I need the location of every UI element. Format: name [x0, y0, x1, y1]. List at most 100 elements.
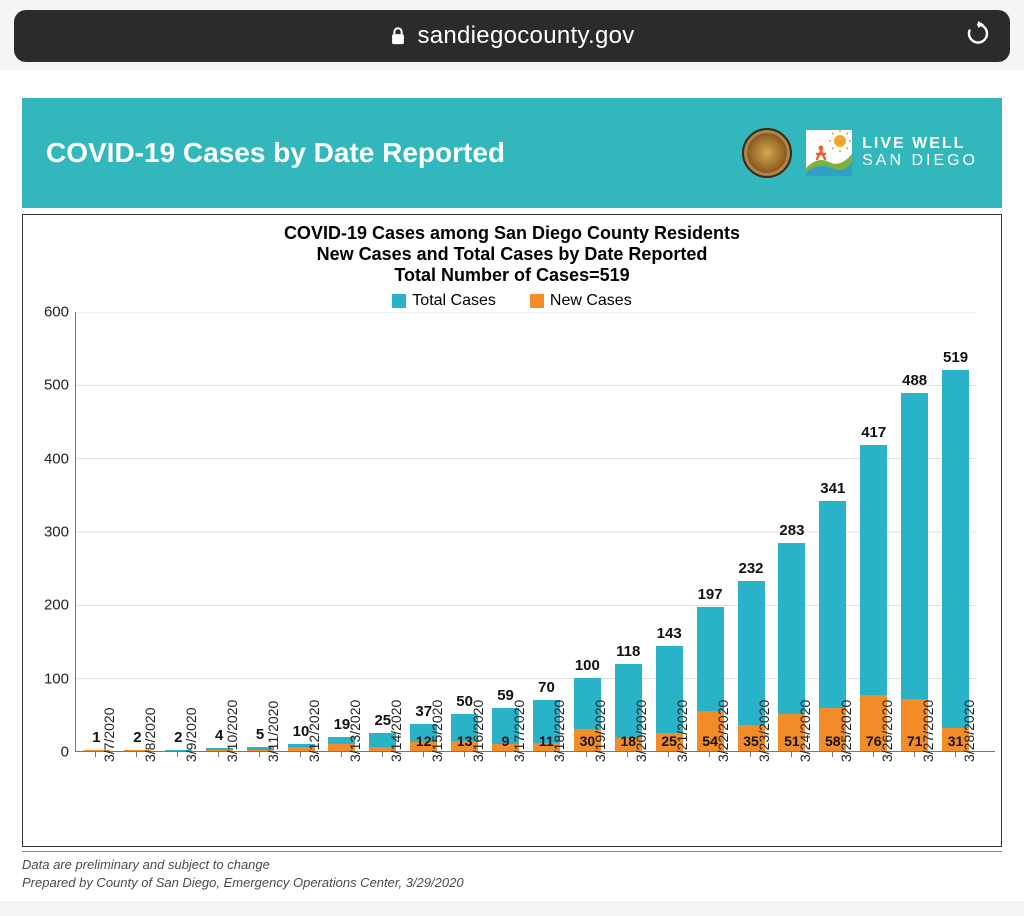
- x-tick-label: 3/21/2020: [674, 700, 690, 762]
- bar-total-label: 2: [133, 729, 141, 746]
- footnote-line2: Prepared by County of San Diego, Emergen…: [22, 874, 1002, 892]
- x-tick-label: 3/12/2020: [306, 700, 322, 762]
- bar-total: [901, 393, 928, 751]
- y-tick-label: 300: [44, 524, 69, 541]
- x-tick-label: 3/17/2020: [511, 700, 527, 762]
- bar-group: 48871: [901, 393, 928, 751]
- x-tick-label: 3/24/2020: [797, 700, 813, 762]
- bar-total-label: 1: [92, 729, 100, 746]
- x-tick-label: 3/14/2020: [388, 700, 404, 762]
- x-tick-label: 3/11/2020: [265, 701, 281, 762]
- x-tick: [545, 752, 546, 757]
- x-tick: [341, 752, 342, 757]
- y-tick-label: 400: [44, 450, 69, 467]
- bar-total-label: 4: [215, 727, 223, 744]
- y-axis: 0100200300400500600: [29, 312, 75, 752]
- x-tick-label: 3/15/2020: [429, 700, 445, 762]
- url-display: sandiegocounty.gov: [389, 22, 634, 50]
- livewell-line2: SAN DIEGO: [862, 153, 978, 170]
- x-tick-label: 3/8/2020: [142, 708, 158, 763]
- x-tick-label: 3/18/2020: [551, 700, 567, 762]
- bar-total-label: 143: [657, 625, 682, 642]
- x-axis: 3/7/20203/8/20203/9/20203/10/20203/11/20…: [75, 752, 975, 840]
- lock-icon: [389, 26, 407, 46]
- chart-title: COVID-19 Cases among San Diego County Re…: [29, 223, 995, 286]
- bar-total-label: 100: [575, 657, 600, 674]
- livewell-logo-block: LIVE WELL SAN DIEGO: [806, 130, 978, 176]
- bar-group: 51931: [942, 370, 969, 751]
- x-tick: [668, 752, 669, 757]
- x-tick: [300, 752, 301, 757]
- bar-total-label: 197: [698, 586, 723, 603]
- legend-swatch: [530, 294, 544, 308]
- x-tick: [177, 752, 178, 757]
- chart-plot: 1224510192537125013599701110030118181432…: [75, 312, 995, 752]
- livewell-line1: LIVE WELL: [862, 136, 978, 153]
- x-tick: [873, 752, 874, 757]
- y-tick-label: 0: [61, 744, 69, 761]
- x-tick: [95, 752, 96, 757]
- bar-new-label: 9: [502, 733, 510, 749]
- x-tick-label: 3/10/2020: [224, 700, 240, 762]
- legend-swatch: [392, 294, 406, 308]
- x-tick-label: 3/26/2020: [879, 700, 895, 762]
- x-tick: [382, 752, 383, 757]
- x-tick: [709, 752, 710, 757]
- county-seal-icon: [742, 128, 792, 178]
- x-tick: [791, 752, 792, 757]
- bar-total-label: 118: [616, 643, 640, 660]
- x-tick: [627, 752, 628, 757]
- x-tick-label: 3/7/2020: [101, 708, 117, 763]
- x-tick: [136, 752, 137, 757]
- bar-total-label: 283: [779, 522, 804, 539]
- y-tick-label: 600: [44, 304, 69, 321]
- chart-legend: Total Cases New Cases: [29, 292, 995, 310]
- bar-total-label: 2: [174, 729, 182, 746]
- x-tick-label: 3/23/2020: [756, 700, 772, 762]
- x-tick-label: 3/22/2020: [715, 700, 731, 762]
- x-tick-label: 3/9/2020: [183, 708, 199, 763]
- x-tick-label: 3/19/2020: [592, 700, 608, 762]
- x-tick: [750, 752, 751, 757]
- header-banner: COVID-19 Cases by Date Reported: [22, 98, 1002, 208]
- y-tick-label: 500: [44, 377, 69, 394]
- bar-total-label: 232: [738, 560, 763, 577]
- chart-title-line1: COVID-19 Cases among San Diego County Re…: [29, 223, 995, 244]
- reload-icon[interactable]: [964, 20, 992, 53]
- x-tick-label: 3/25/2020: [838, 700, 854, 762]
- page-content: COVID-19 Cases by Date Reported: [0, 70, 1024, 901]
- url-text: sandiegocounty.gov: [417, 22, 634, 50]
- y-tick-label: 100: [44, 670, 69, 687]
- bar-total-label: 488: [902, 372, 927, 389]
- x-tick: [955, 752, 956, 757]
- x-tick: [586, 752, 587, 757]
- plot-area: 0100200300400500600 12245101925371250135…: [29, 312, 995, 752]
- browser-url-bar[interactable]: sandiegocounty.gov: [14, 10, 1010, 62]
- legend-label: Total Cases: [412, 292, 496, 310]
- bar-total-label: 341: [820, 480, 845, 497]
- bar-total-label: 519: [943, 349, 968, 366]
- x-tick-label: 3/27/2020: [920, 700, 936, 762]
- y-tick-label: 200: [44, 597, 69, 614]
- x-tick: [505, 752, 506, 757]
- footnotes: Data are preliminary and subject to chan…: [22, 851, 1002, 891]
- bar-total: [942, 370, 969, 751]
- chart-title-line3: Total Number of Cases=519: [29, 265, 995, 286]
- bar-total-label: 5: [256, 726, 264, 743]
- legend-label: New Cases: [550, 292, 632, 310]
- x-tick-label: 3/13/2020: [347, 700, 363, 762]
- footnote-line1: Data are preliminary and subject to chan…: [22, 856, 1002, 874]
- legend-item: Total Cases: [392, 292, 496, 310]
- legend-item: New Cases: [530, 292, 632, 310]
- x-tick: [423, 752, 424, 757]
- x-tick: [259, 752, 260, 757]
- x-tick: [914, 752, 915, 757]
- bars-container: 1224510192537125013599701110030118181432…: [76, 312, 995, 751]
- x-tick-label: 3/28/2020: [961, 700, 977, 762]
- x-tick: [832, 752, 833, 757]
- bar-total-label: 417: [861, 424, 886, 441]
- bar-total-label: 70: [538, 679, 555, 696]
- chart-title-line2: New Cases and Total Cases by Date Report…: [29, 244, 995, 265]
- banner-title: COVID-19 Cases by Date Reported: [46, 137, 505, 169]
- livewell-icon: [806, 130, 852, 176]
